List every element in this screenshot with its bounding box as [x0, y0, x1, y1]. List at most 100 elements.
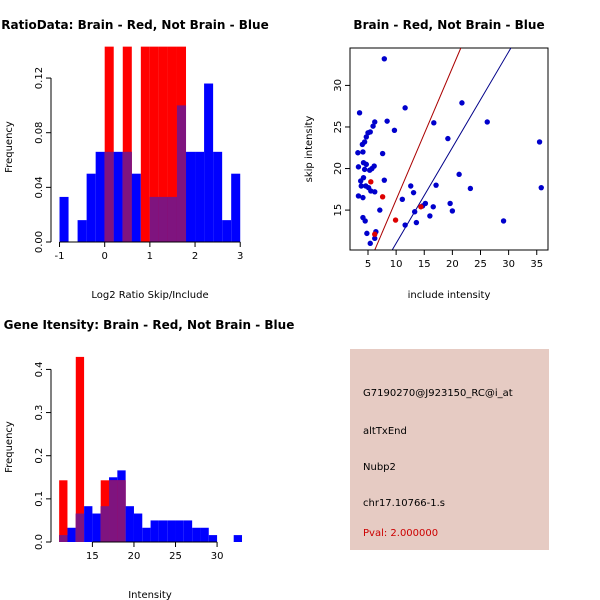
gene-intensity-bar-not-brain: [233, 535, 243, 542]
ratio-histogram-bar-not-brain: [113, 151, 123, 242]
gene-intensity-bar-overlap: [75, 513, 85, 542]
scatter-point-not-brain: [411, 209, 418, 215]
ratio-histogram-bar-overlap: [176, 105, 187, 242]
scatter-y-tick-label: 25: [333, 121, 344, 134]
ratio-histogram-bar-overlap: [122, 151, 132, 242]
scatter-point-not-brain: [364, 230, 370, 237]
gene-intensity-bar-overlap: [100, 506, 110, 542]
gene-intensity-bar-overlap: [59, 535, 68, 542]
scatter-point-not-brain: [402, 222, 408, 228]
intensity-scatter-panel: Brain - Red, Not Brain - Blue include in…: [304, 18, 549, 301]
ratio-histogram-bar-brain: [158, 46, 168, 242]
scatter-point-not-brain: [363, 134, 370, 140]
ratio-histogram-x-tick-label: 3: [237, 251, 243, 262]
event-type-text: altTxEnd: [363, 426, 407, 437]
gene-intensity-title: Gene Itensity: Brain - Red, Not Brain - …: [4, 318, 295, 332]
scatter-point-not-brain: [360, 194, 366, 201]
ratio-histogram-bar-brain: [104, 46, 114, 242]
scatter-point-brain: [379, 194, 386, 200]
ratio-histogram-bar-not-brain: [222, 220, 232, 242]
gene-intensity-y-tick-label: 0.4: [34, 361, 45, 377]
ratio-histogram-x-tick-label: 2: [192, 251, 198, 262]
scatter-y-tick-label: 30: [333, 79, 344, 92]
scatter-point-not-brain: [356, 110, 363, 116]
scatter-point-not-brain: [536, 139, 543, 145]
gene-intensity-histogram-panel: Gene Itensity: Brain - Red, Not Brain - …: [4, 318, 295, 600]
gene-intensity-y-tick-label: 0.2: [34, 448, 45, 464]
scatter-point-not-brain: [459, 100, 465, 106]
scatter-point-not-brain: [447, 200, 453, 207]
scatter-x-tick-label: 25: [474, 259, 487, 270]
ratio-histogram-bar-brain: [122, 46, 132, 242]
ratio-histogram-bar-brain: [140, 46, 150, 242]
scatter-point-not-brain: [402, 105, 408, 111]
scatter-y-tick-label: 20: [333, 162, 344, 175]
scatter-point-not-brain: [433, 182, 439, 188]
gene-intensity-x-tick-label: 20: [128, 551, 141, 562]
gene-intensity-bar-not-brain: [158, 520, 168, 542]
ratio-histogram-bar-overlap: [149, 196, 159, 242]
scatter-point-brain: [392, 217, 399, 223]
ratio-histogram-bar-not-brain: [95, 151, 105, 242]
scatter-point-not-brain: [391, 127, 398, 133]
ratio-histogram-bar-not-brain: [213, 151, 223, 242]
scatter-point-not-brain: [413, 219, 420, 226]
ratio-histogram-bar-not-brain: [59, 196, 69, 242]
gene-intensity-bar-not-brain: [125, 506, 134, 542]
scatter-point-not-brain: [427, 213, 433, 219]
genomic-location-text: chr17.10766-1.s: [363, 498, 445, 509]
ratio-histogram-bar-not-brain: [77, 220, 87, 242]
gene-intensity-x-tick-label: 15: [86, 551, 99, 562]
gene-intensity-bar-brain: [75, 356, 85, 542]
gene-intensity-bar-not-brain: [192, 527, 201, 542]
scatter-point-not-brain: [379, 150, 386, 157]
ratio-histogram-x-tick-label: 0: [102, 251, 108, 262]
scatter-red-fit-line: [374, 47, 462, 251]
gene-intensity-bar-not-brain: [208, 535, 218, 542]
ratio-histogram-bar-brain: [167, 46, 177, 242]
scatter-point-not-brain: [410, 189, 417, 196]
scatter-point-not-brain: [399, 196, 406, 202]
scatter-point-not-brain: [422, 200, 429, 207]
gene-intensity-y-tick-label: 0.1: [34, 491, 45, 507]
ratio-histogram-bar-not-brain: [231, 173, 241, 242]
scatter-point-not-brain: [381, 177, 388, 183]
gene-intensity-bar-not-brain: [142, 527, 151, 542]
gene-intensity-xlabel: Intensity: [128, 590, 172, 600]
gene-intensity-y-tick-label: 0.0: [34, 534, 45, 550]
ratio-histogram-bar-not-brain: [86, 173, 96, 242]
scatter-point-not-brain: [363, 161, 370, 168]
scatter-point-not-brain: [431, 120, 437, 126]
scatter-point-not-brain: [377, 207, 383, 213]
gene-intensity-bar-not-brain: [84, 506, 93, 542]
scatter-point-not-brain: [484, 119, 490, 125]
scatter-point-not-brain: [355, 150, 361, 156]
scatter-point-not-brain: [372, 119, 378, 125]
gene-name-text: Nubp2: [363, 462, 396, 473]
ratio-histogram-x-tick-label: -1: [55, 251, 65, 262]
scatter-point-not-brain: [430, 204, 436, 210]
scatter-point-not-brain: [500, 218, 507, 224]
gene-intensity-x-tick-label: 30: [211, 551, 224, 562]
scatter-x-tick-label: 35: [530, 259, 543, 270]
ratio-histogram-x-tick-label: 1: [147, 251, 153, 262]
gene-intensity-bar-not-brain: [183, 520, 193, 542]
scatter-point-not-brain: [372, 189, 378, 195]
scatter-point-not-brain: [355, 164, 362, 170]
probe-id-text: G7190270@J923150_RC@i_at: [363, 388, 513, 399]
scatter-point-not-brain: [381, 56, 388, 62]
ratio-histogram-y-tick-label: 0.04: [34, 176, 45, 198]
ratio-histogram-bar-overlap: [167, 196, 177, 242]
scatter-point-brain: [372, 231, 378, 237]
ratio-histogram-y-tick-label: 0.08: [34, 122, 45, 144]
scatter-title: Brain - Red, Not Brain - Blue: [353, 18, 544, 32]
ratio-histogram-y-tick-label: 0.12: [34, 67, 45, 89]
gene-intensity-bar-not-brain: [200, 527, 209, 542]
scatter-point-not-brain: [360, 149, 366, 155]
scatter-ylabel: skip intensity: [304, 116, 315, 183]
gene-intensity-bar-not-brain: [150, 520, 159, 542]
ratio-histogram-panel: RatioData: Brain - Red, Not Brain - Blue…: [1, 18, 268, 301]
info-panel-background: [350, 349, 549, 550]
ratio-histogram-bar-overlap: [104, 151, 114, 242]
